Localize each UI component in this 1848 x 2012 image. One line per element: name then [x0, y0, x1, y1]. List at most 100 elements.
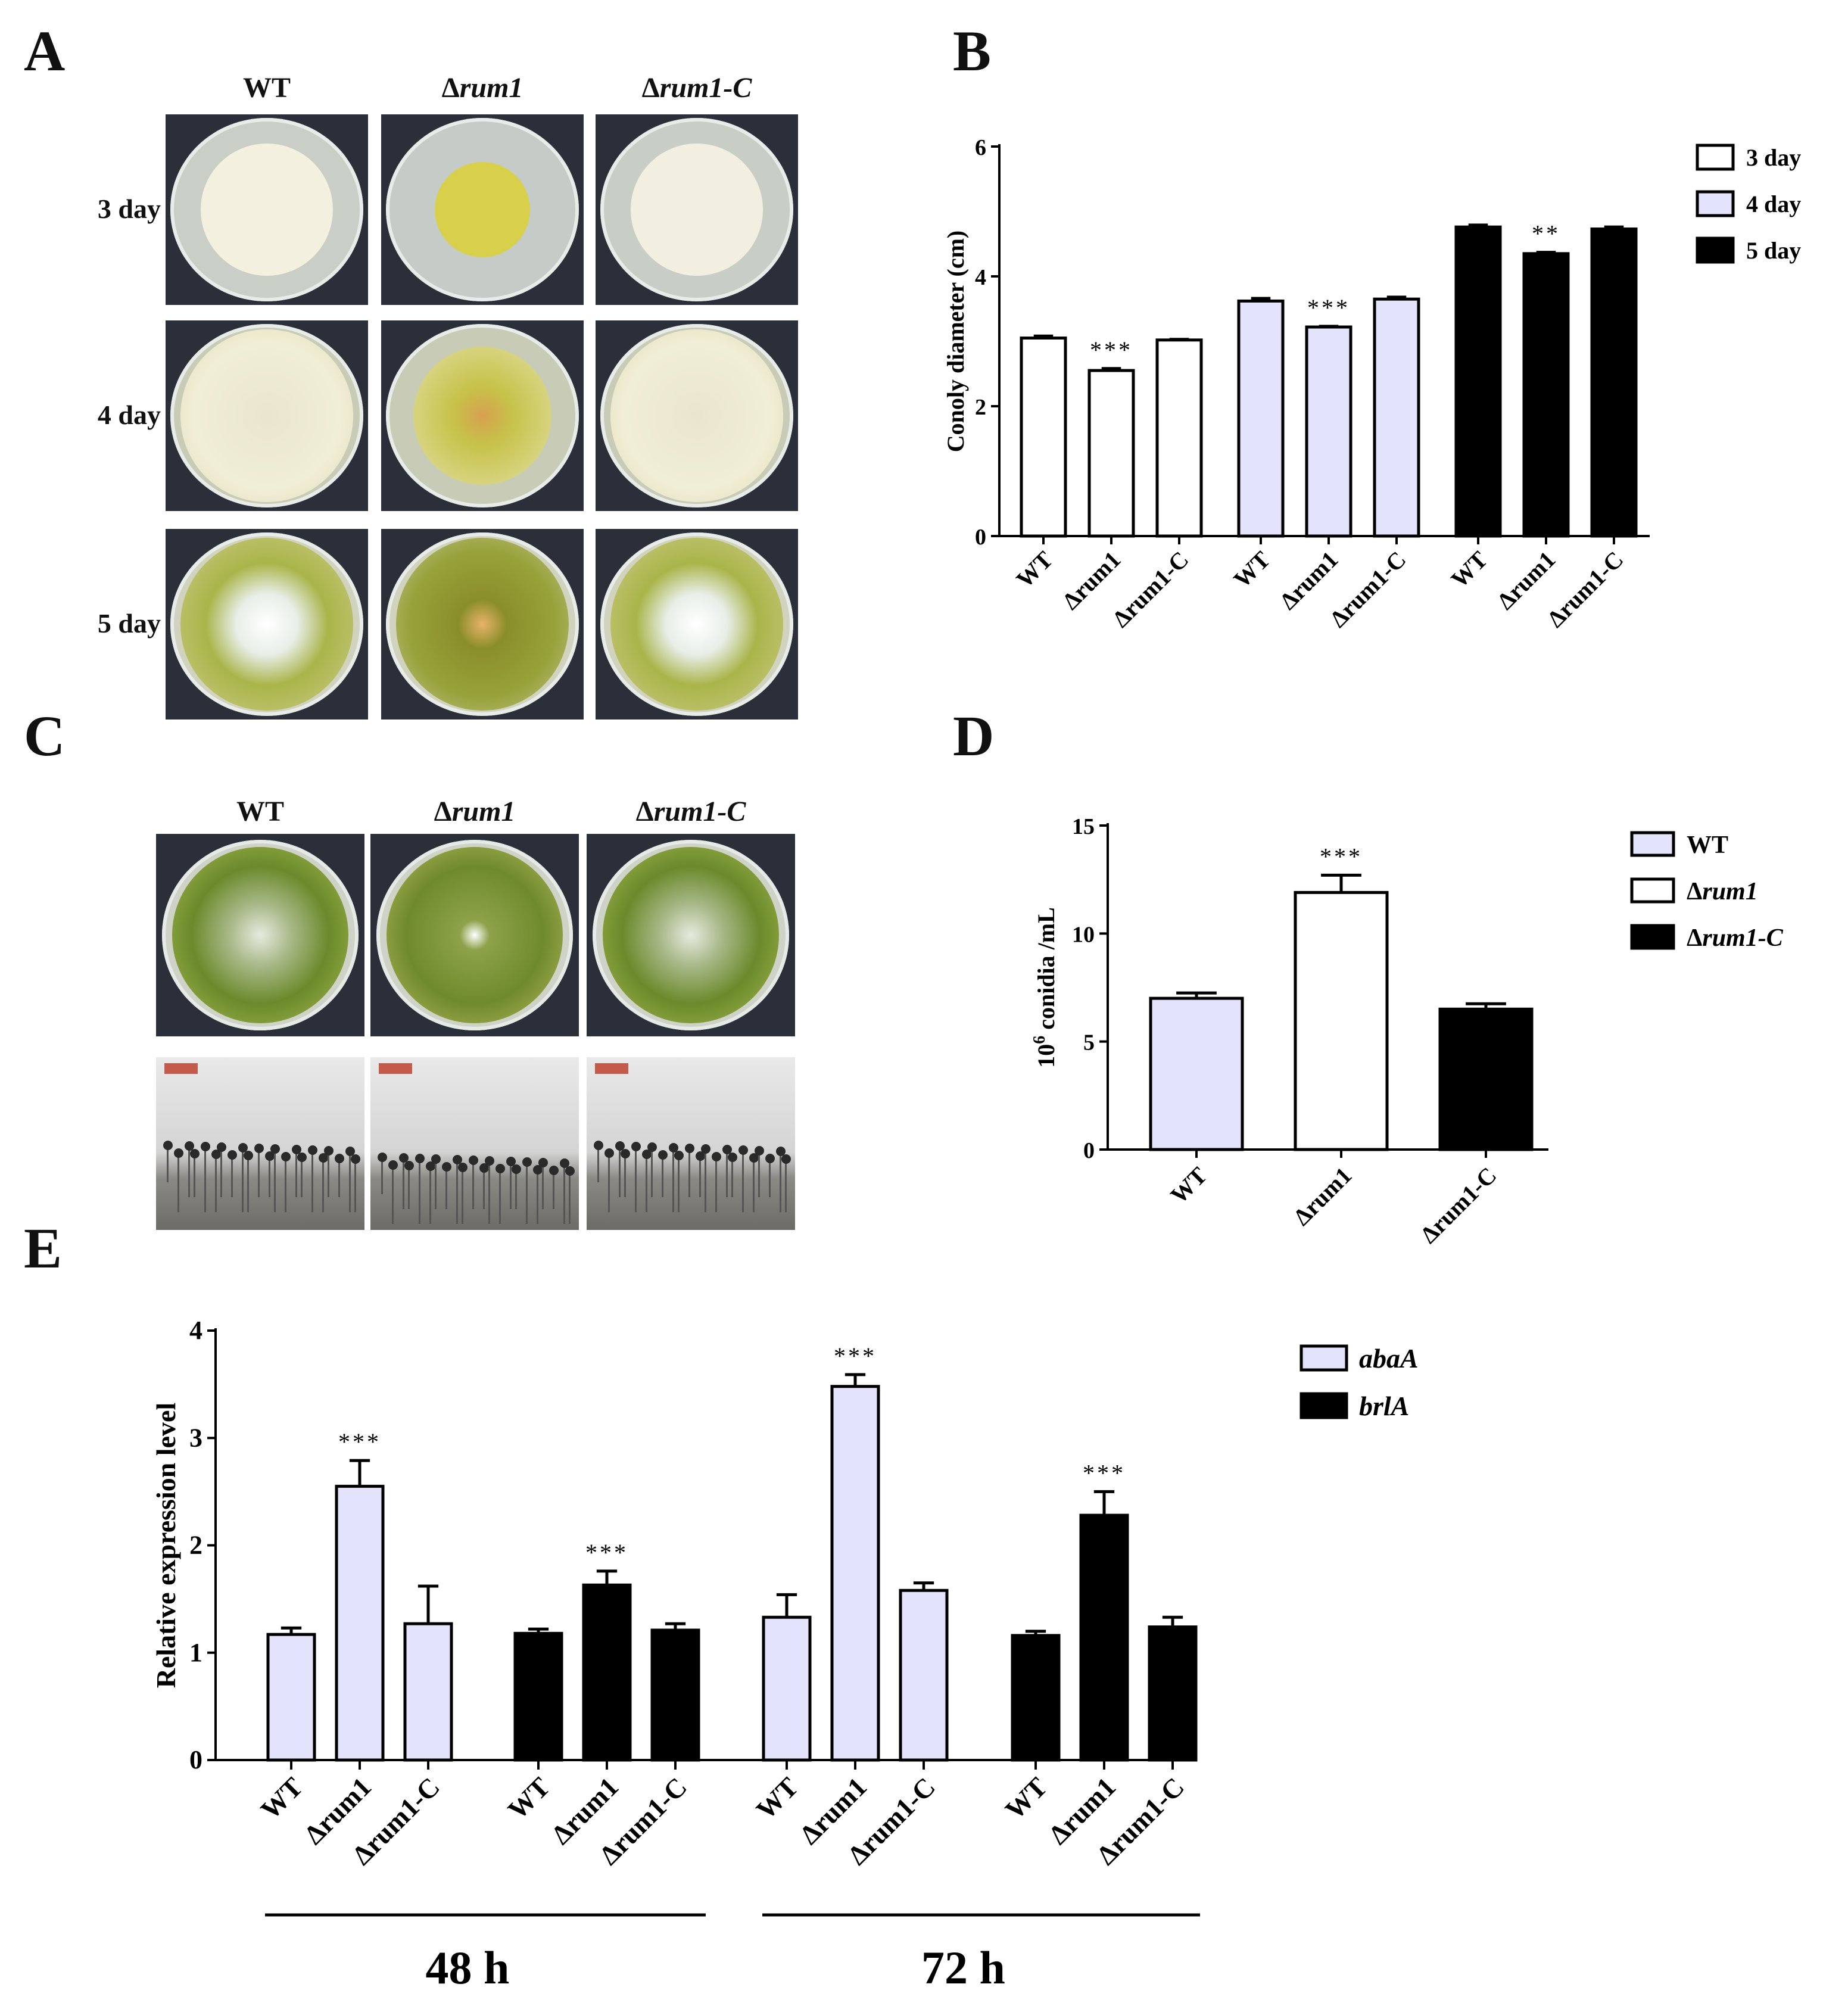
conidiophore-stalk	[646, 1156, 647, 1212]
chart-e-y-tick-label: 0	[189, 1745, 202, 1774]
conidial-head	[728, 1153, 737, 1162]
panel-a-row-label: 5 day	[97, 608, 161, 639]
conidiophore-stalk	[220, 1148, 222, 1197]
conidial-head	[615, 1141, 625, 1151]
conidial-head	[749, 1153, 759, 1163]
conidial-head	[388, 1160, 398, 1170]
conidial-head	[297, 1153, 307, 1162]
conidiophore-stalk	[419, 1160, 420, 1224]
conidial-head	[495, 1164, 505, 1173]
chart-d-legend-swatch	[1630, 877, 1675, 904]
chart-d-x-tick-label: Δrum1-C	[1415, 1162, 1501, 1248]
fungal-colony	[396, 538, 569, 711]
conidiophore-stalk	[269, 1157, 270, 1197]
conidial-head	[378, 1153, 387, 1162]
fungal-colony	[387, 847, 563, 1023]
scale-bar	[379, 1063, 412, 1074]
chart-e-significance: ***	[834, 1343, 877, 1369]
chart-d-legend-swatch	[1630, 831, 1675, 857]
conidial-head	[560, 1158, 569, 1168]
chart-e-bar	[1148, 1625, 1198, 1762]
chart-b-y-tick-label: 2	[975, 395, 986, 420]
fungal-colony	[180, 538, 353, 711]
chart-b-bar	[1522, 252, 1570, 538]
chart-b-y-tick-label: 4	[975, 265, 986, 290]
chart-b-bar	[1155, 338, 1203, 538]
panel-letter-b: B	[953, 19, 992, 83]
chart-d-y-axis-label: 106 conidia /mL	[1030, 907, 1059, 1068]
conidial-head	[533, 1165, 543, 1175]
conidiophore-stalk	[301, 1158, 303, 1197]
conidiophore-stalk	[699, 1157, 701, 1197]
conidiophore-stalk	[499, 1170, 501, 1224]
conidial-head	[512, 1164, 521, 1174]
chart-d-y-tick-label: 10	[1072, 922, 1095, 947]
chart-b-significance: ***	[1090, 337, 1133, 363]
conidial-head	[776, 1147, 786, 1156]
conidiophore-stalk	[445, 1168, 447, 1209]
micrograph	[587, 1057, 795, 1230]
plate-photo	[381, 114, 584, 305]
conidial-head	[647, 1142, 657, 1152]
conidiophore-stalk	[167, 1147, 169, 1182]
conidiophore-stalk	[753, 1159, 755, 1212]
chart-e-bar	[266, 1633, 316, 1762]
panel-a-column-header: Δrum1	[381, 71, 584, 104]
panel-letter-e: E	[24, 1216, 63, 1280]
chart-e-bar	[899, 1589, 949, 1762]
chart-e-x-tick-label: WT	[999, 1771, 1053, 1825]
conidial-head	[351, 1154, 360, 1164]
conidial-head	[674, 1151, 684, 1160]
panel-c-column-header: Δrum1-C	[587, 795, 795, 828]
conidial-head	[217, 1142, 226, 1152]
conidial-head	[479, 1163, 489, 1173]
chart-e-bar	[762, 1615, 812, 1762]
conidiophore-stalk	[635, 1148, 637, 1212]
conidial-head	[404, 1161, 414, 1170]
fungal-colony	[610, 538, 783, 711]
chart-e-bar	[335, 1484, 385, 1762]
conidiophore-stalk	[349, 1153, 351, 1212]
conidiophore-stalk	[742, 1151, 744, 1212]
chart-d-bar	[1438, 1007, 1534, 1151]
delta-prefix: Δ	[441, 72, 460, 104]
conidiophore-stalk	[488, 1162, 490, 1224]
conidial-head	[238, 1143, 248, 1153]
column-label: rum1	[459, 72, 523, 104]
chart-b-x-tick-label: WT	[1011, 546, 1058, 593]
chart-d-bar	[1149, 996, 1244, 1151]
chart-e-bar	[513, 1631, 563, 1762]
conidial-head	[685, 1144, 694, 1153]
chart-b-legend-label: 3 day	[1746, 144, 1801, 171]
conidiophore-stalk	[553, 1172, 554, 1209]
conidiophore-stalk	[322, 1159, 324, 1212]
fungal-colony	[172, 847, 348, 1023]
chart-b-y-axis-label: Conoly diameter (cm)	[942, 231, 969, 453]
conidial-head	[712, 1152, 721, 1161]
conidial-head	[335, 1154, 344, 1163]
panel-c-column-header: Δrum1	[370, 795, 579, 828]
conidiophore-stalk	[354, 1160, 356, 1212]
conidial-head	[163, 1141, 173, 1150]
conidial-head	[254, 1144, 264, 1153]
conidiophore-stalk	[392, 1166, 394, 1224]
chart-b-y-tick-label: 0	[975, 525, 986, 550]
conidial-head	[549, 1166, 559, 1175]
chart-e-y-tick-label: 2	[189, 1531, 202, 1560]
conidial-head	[308, 1145, 317, 1155]
conidial-head	[696, 1151, 705, 1161]
conidial-head	[458, 1163, 468, 1172]
chart-e-y-tick-label: 4	[189, 1316, 202, 1345]
conidial-head	[755, 1146, 764, 1156]
chart-b-bar	[1373, 297, 1420, 538]
chart-e-significance: ***	[585, 1539, 628, 1566]
panel-c-column-header: WT	[156, 795, 364, 828]
conidial-head	[621, 1149, 630, 1158]
conidial-head	[722, 1145, 732, 1154]
plate-photo	[587, 834, 795, 1036]
conidiophore-stalk	[311, 1151, 313, 1212]
conidial-head	[565, 1166, 575, 1176]
conidial-head	[265, 1151, 275, 1161]
chart-b-legend-label: 4 day	[1746, 191, 1801, 217]
chart-e-legend-label: abaA	[1359, 1343, 1419, 1373]
